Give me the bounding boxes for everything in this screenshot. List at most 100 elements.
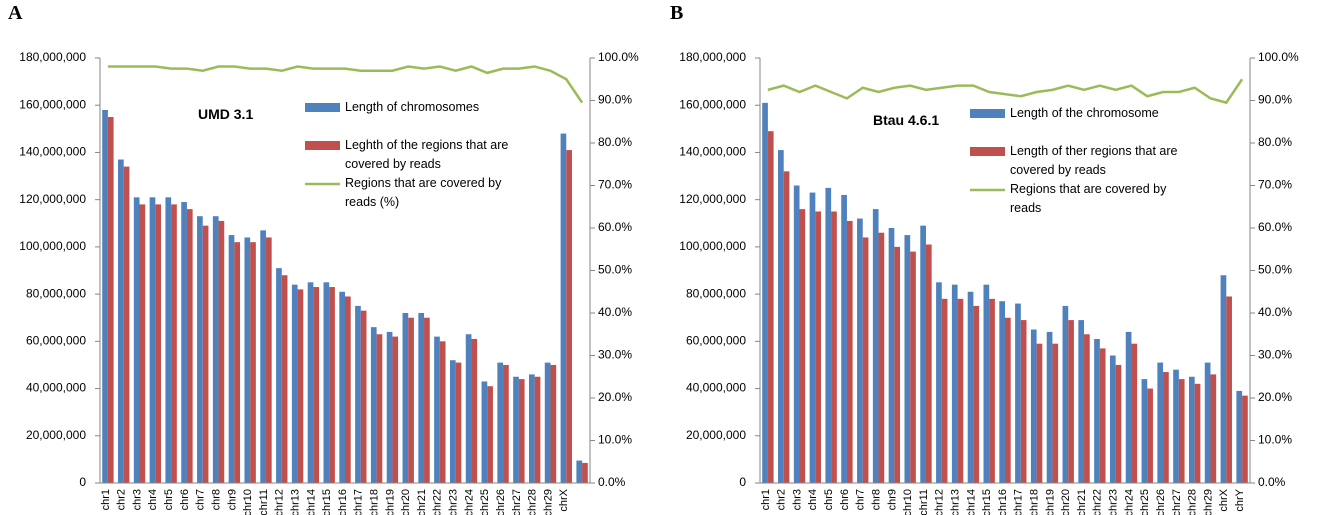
bar [513,376,519,483]
bar [783,171,790,484]
bar [360,310,367,483]
bar [872,209,879,483]
bar [345,296,351,483]
bar [1194,383,1201,483]
bar [313,287,320,483]
bar [434,336,440,483]
bar [329,287,335,483]
bar [762,102,768,483]
bar [894,246,901,483]
x-tick-label: chr18 [369,489,381,515]
bar [983,284,990,483]
bar [1220,275,1227,483]
annotation: Btau 4.6.1 [873,112,940,128]
bar [1030,329,1037,483]
x-tick-label: chr10 [902,489,914,515]
bar [582,462,588,483]
bar [846,220,853,483]
y-tick-label: 100,000,000 [679,239,746,253]
legend-swatch [305,141,340,150]
y2-tick-label: 60.0% [598,220,632,234]
bar [534,376,541,483]
x-tick-label: chr7 [855,489,867,510]
y2-tick-label: 70.0% [1258,178,1292,192]
bar [809,192,816,484]
bar [392,336,399,483]
bar [1084,334,1090,483]
y2-tick-label: 40.0% [1258,305,1292,319]
y2-tick-label: 20.0% [1258,390,1292,404]
line-series [767,78,1244,105]
bar [503,364,509,483]
bar [967,291,974,483]
bar [799,209,806,483]
bar [1036,343,1043,483]
x-tick-label: chr21 [1076,489,1088,515]
x-tick-label: chr11 [258,489,270,515]
y2-tick-label: 100.0% [1258,50,1299,64]
bar [1210,374,1217,483]
bar [439,341,446,483]
bar [234,242,241,483]
bar [449,360,456,483]
x-tick-label: chr19 [384,489,396,515]
legend-label: Regions that are covered by reads [1010,182,1167,215]
x-tick-label: chr28 [527,489,539,515]
x-tick-label: chr16 [997,489,1009,515]
bar [888,228,895,483]
x-tick-label: chr1 [760,489,772,510]
bar [989,298,995,483]
x-tick-label: chr20 [1060,489,1072,515]
bar [1236,390,1243,483]
legend-label: Length of ther regions that are covered … [1010,144,1178,177]
y2-tick-label: 50.0% [1258,263,1292,277]
x-tick-label: chr3 [791,489,803,510]
y2-tick-label: 40.0% [598,305,632,319]
y2-tick-label: 0.0% [598,475,626,489]
y-tick-label: 100,000,000 [19,239,86,253]
bar [276,268,282,483]
y2-tick-label: 90.0% [1258,93,1292,107]
x-tick-label: chr28 [1187,489,1199,515]
x-tick-label: chr23 [448,489,460,515]
bar [1062,305,1069,483]
bar [815,211,822,483]
bar [370,327,377,483]
y-tick-label: 180,000,000 [19,50,86,64]
x-tick-label: chr27 [511,489,523,515]
x-tick-label: chr4 [147,489,159,510]
x-tick-label: chr14 [965,489,977,515]
annotation: UMD 3.1 [198,106,254,122]
bar [951,284,958,483]
bar [481,381,488,483]
bar [1163,372,1169,483]
y2-tick-label: 20.0% [598,390,632,404]
y-tick-label: 160,000,000 [679,97,746,111]
x-tick-label: chr25 [479,489,491,515]
bar [1094,338,1100,483]
x-tick-label: chr25 [1139,489,1151,515]
bar [1052,343,1059,483]
x-tick-label: chr17 [353,489,365,515]
y-tick-label: 120,000,000 [19,192,86,206]
x-tick-label: chr5 [823,489,835,510]
bar [386,331,393,483]
bar [339,291,345,483]
bar [941,298,948,483]
x-tick-label: chr6 [839,489,851,510]
bar [149,197,156,484]
x-tick-label: chr27 [1171,489,1183,515]
x-tick-label: chrX [558,488,570,511]
bar [265,237,272,483]
bar [465,334,472,483]
bar [1005,317,1011,483]
bar [904,235,911,483]
bar [244,237,251,483]
x-tick-label: chr12 [274,489,286,515]
line-series [107,65,584,104]
y-tick-label: 0 [739,475,746,489]
legend-label: Regions that are covered by reads (%) [345,176,502,209]
bar [291,284,298,483]
